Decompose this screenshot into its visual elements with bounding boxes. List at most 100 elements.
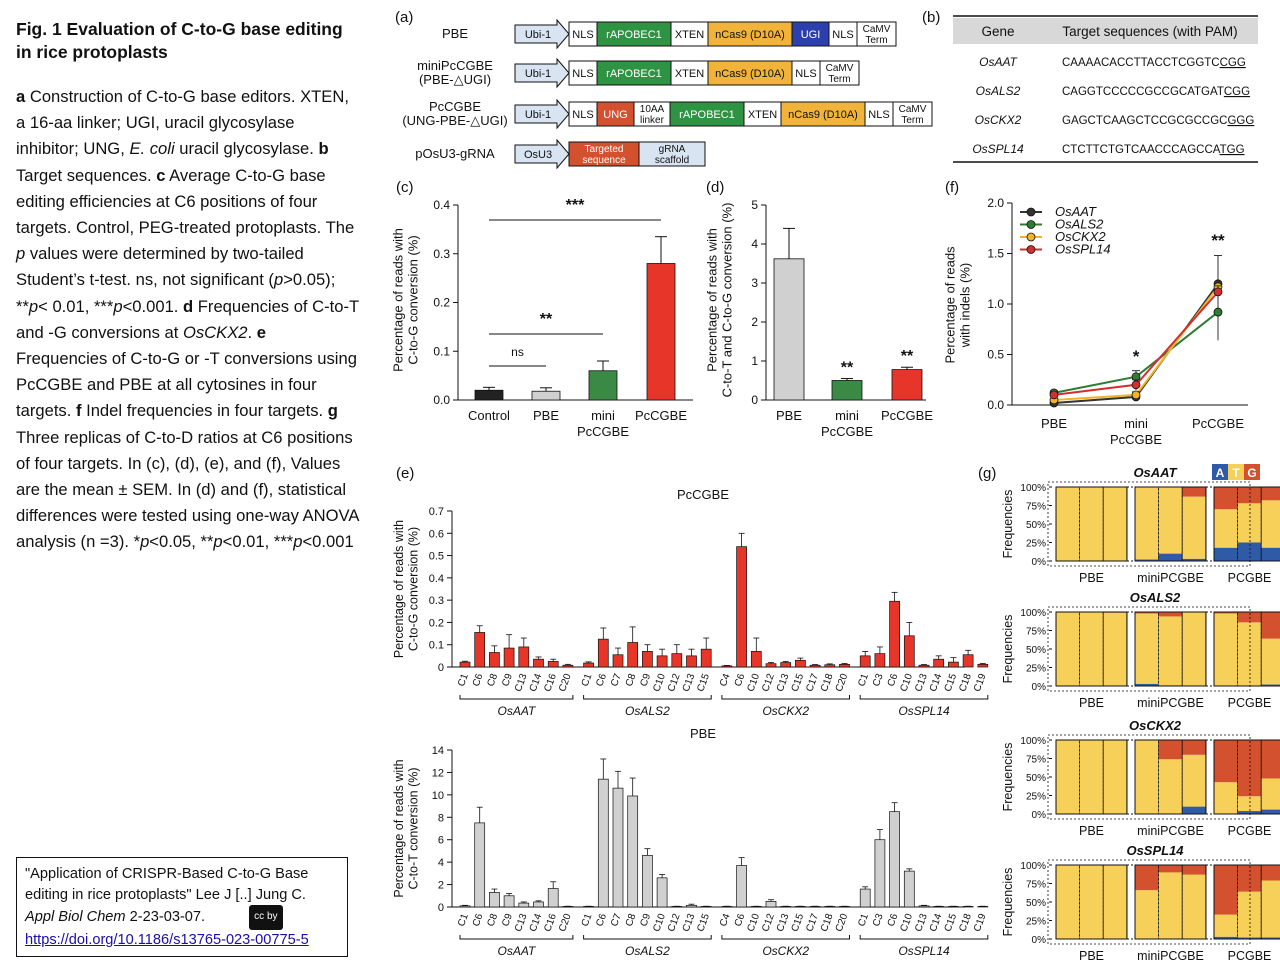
stacked-segment [1214, 547, 1238, 561]
data-point [1131, 380, 1141, 390]
stacked-segment [1182, 740, 1206, 755]
construct-part-label: XTEN [675, 68, 704, 80]
caption-run: p [28, 296, 39, 316]
stacked-segment [1237, 622, 1262, 686]
bar [780, 662, 792, 668]
y-axis-label: Percentage of reads with [392, 520, 406, 658]
y-axis-label: C-to-T conversion (%) [406, 767, 420, 889]
construct-name: PcCGBE [429, 99, 481, 114]
stacked-segment [1261, 487, 1280, 501]
group-outline [1055, 486, 1128, 562]
stacked-segment [1079, 612, 1104, 686]
bar [831, 380, 863, 401]
construct-name: (UNG-PBE-△UGI) [402, 113, 507, 128]
x-tick-label: C20 [834, 912, 851, 933]
legend-marker [1026, 245, 1036, 254]
y-tick-label: 6 [438, 835, 444, 847]
x-tick-label: C19 [972, 912, 989, 933]
stacked-segment [1103, 740, 1127, 814]
panel-f-label: (f) [945, 179, 959, 196]
bar [489, 892, 500, 908]
doi-link[interactable]: https://doi.org/10.1186/s13765-023-00775… [25, 931, 309, 948]
y-tick-label: 4 [438, 857, 444, 869]
x-group-label: miniPCGBE [1137, 824, 1204, 838]
construct-part-label: NLS [832, 29, 853, 41]
bar [612, 654, 624, 668]
panel-frame [1047, 606, 1251, 692]
construct-part-label: CaMV [863, 24, 891, 35]
stacked-segment [1261, 638, 1280, 685]
group-bracket [859, 695, 989, 700]
table-header-gene: Gene [981, 24, 1014, 39]
table-gene: OsCKX2 [975, 113, 1022, 127]
stacked-segment [1182, 806, 1206, 814]
stacked-segment [1214, 612, 1238, 614]
significance-label: ns [511, 345, 524, 359]
group-bracket [721, 695, 850, 700]
bar [736, 865, 747, 908]
stacked-segment [1261, 778, 1280, 810]
table-gene: OsAAT [979, 55, 1018, 69]
group-outline [1055, 611, 1128, 687]
y-tick-label: 0.5 [987, 348, 1004, 362]
x-tick-label: C1 [456, 912, 471, 928]
group-bracket [583, 935, 712, 940]
caption-run: p [293, 532, 303, 552]
bar [700, 648, 712, 668]
caption-run: <0.05, ** [149, 532, 214, 552]
legend-marker [1026, 207, 1036, 217]
x-group-label: PCGBE [1228, 571, 1272, 585]
x-tick-label: C20 [557, 672, 574, 693]
cc-by-license-icon: cc by [249, 905, 283, 930]
construct-name: pOsU3-gRNA [415, 146, 495, 161]
legend-label: A [1216, 466, 1225, 480]
y-tick-label: 100% [1020, 861, 1046, 872]
stacked-segment [1261, 880, 1280, 938]
significance-label: ** [1211, 231, 1225, 250]
table-gene: OsSPL14 [972, 142, 1024, 156]
caption-run: e [256, 322, 266, 342]
stacked-segment [1056, 740, 1080, 814]
y-tick-label: 2.0 [987, 196, 1004, 210]
y-tick-label: 4 [751, 237, 758, 251]
figure-title: Fig. 1 Evaluation of C-to-G base editing… [16, 19, 343, 62]
x-tick-label: C20 [557, 912, 574, 933]
bar [503, 895, 515, 908]
stacked-segment [1214, 613, 1238, 686]
construct-part [596, 21, 672, 47]
y-tick-label: 0.3 [433, 247, 450, 261]
stacked-segment [1261, 865, 1280, 881]
caption-run: p [273, 270, 284, 290]
table-header-seq: Target sequences (with PAM) [1062, 24, 1237, 39]
group-label: OsAAT [498, 944, 537, 958]
x-tick-label: C15 [695, 672, 712, 693]
caption-run: p [213, 532, 223, 552]
construct-part-label: NLS [572, 68, 593, 80]
table-sequence: GAGCTCAAGCTCCGCGCCGCGGG [1062, 115, 1254, 127]
bar [721, 665, 733, 668]
group-outline [1134, 611, 1207, 687]
panel-c-label: (c) [396, 179, 414, 196]
y-axis-label: Percentage of reads with [705, 228, 720, 372]
caption-run: Average C-to-G base editing efficiencies… [16, 165, 355, 238]
stacked-segment [1261, 809, 1280, 814]
x-tick-label: C20 [834, 672, 851, 693]
bar [903, 870, 915, 908]
y-tick-label: 25% [1026, 664, 1046, 675]
panel-d-label: (d) [706, 179, 724, 196]
x-tick-label: C9 [639, 912, 654, 928]
bar [547, 661, 559, 668]
y-tick-label: 0.5 [429, 551, 444, 563]
promoter-label: Ubi-1 [525, 68, 551, 80]
legend-label: OsCKX2 [1055, 229, 1106, 244]
x-tick-label: C6 [886, 912, 901, 928]
y-tick-label: 100% [1020, 483, 1046, 494]
y-tick-label: 50% [1026, 773, 1046, 784]
group-label: OsAAT [498, 704, 537, 718]
construct-part-label: UNG [603, 109, 627, 121]
stacked-segment [1182, 865, 1206, 875]
stacked-segment [1237, 503, 1262, 543]
bar [962, 654, 974, 668]
group-label: OsCKX2 [762, 704, 809, 718]
significance-label: ** [841, 360, 854, 377]
